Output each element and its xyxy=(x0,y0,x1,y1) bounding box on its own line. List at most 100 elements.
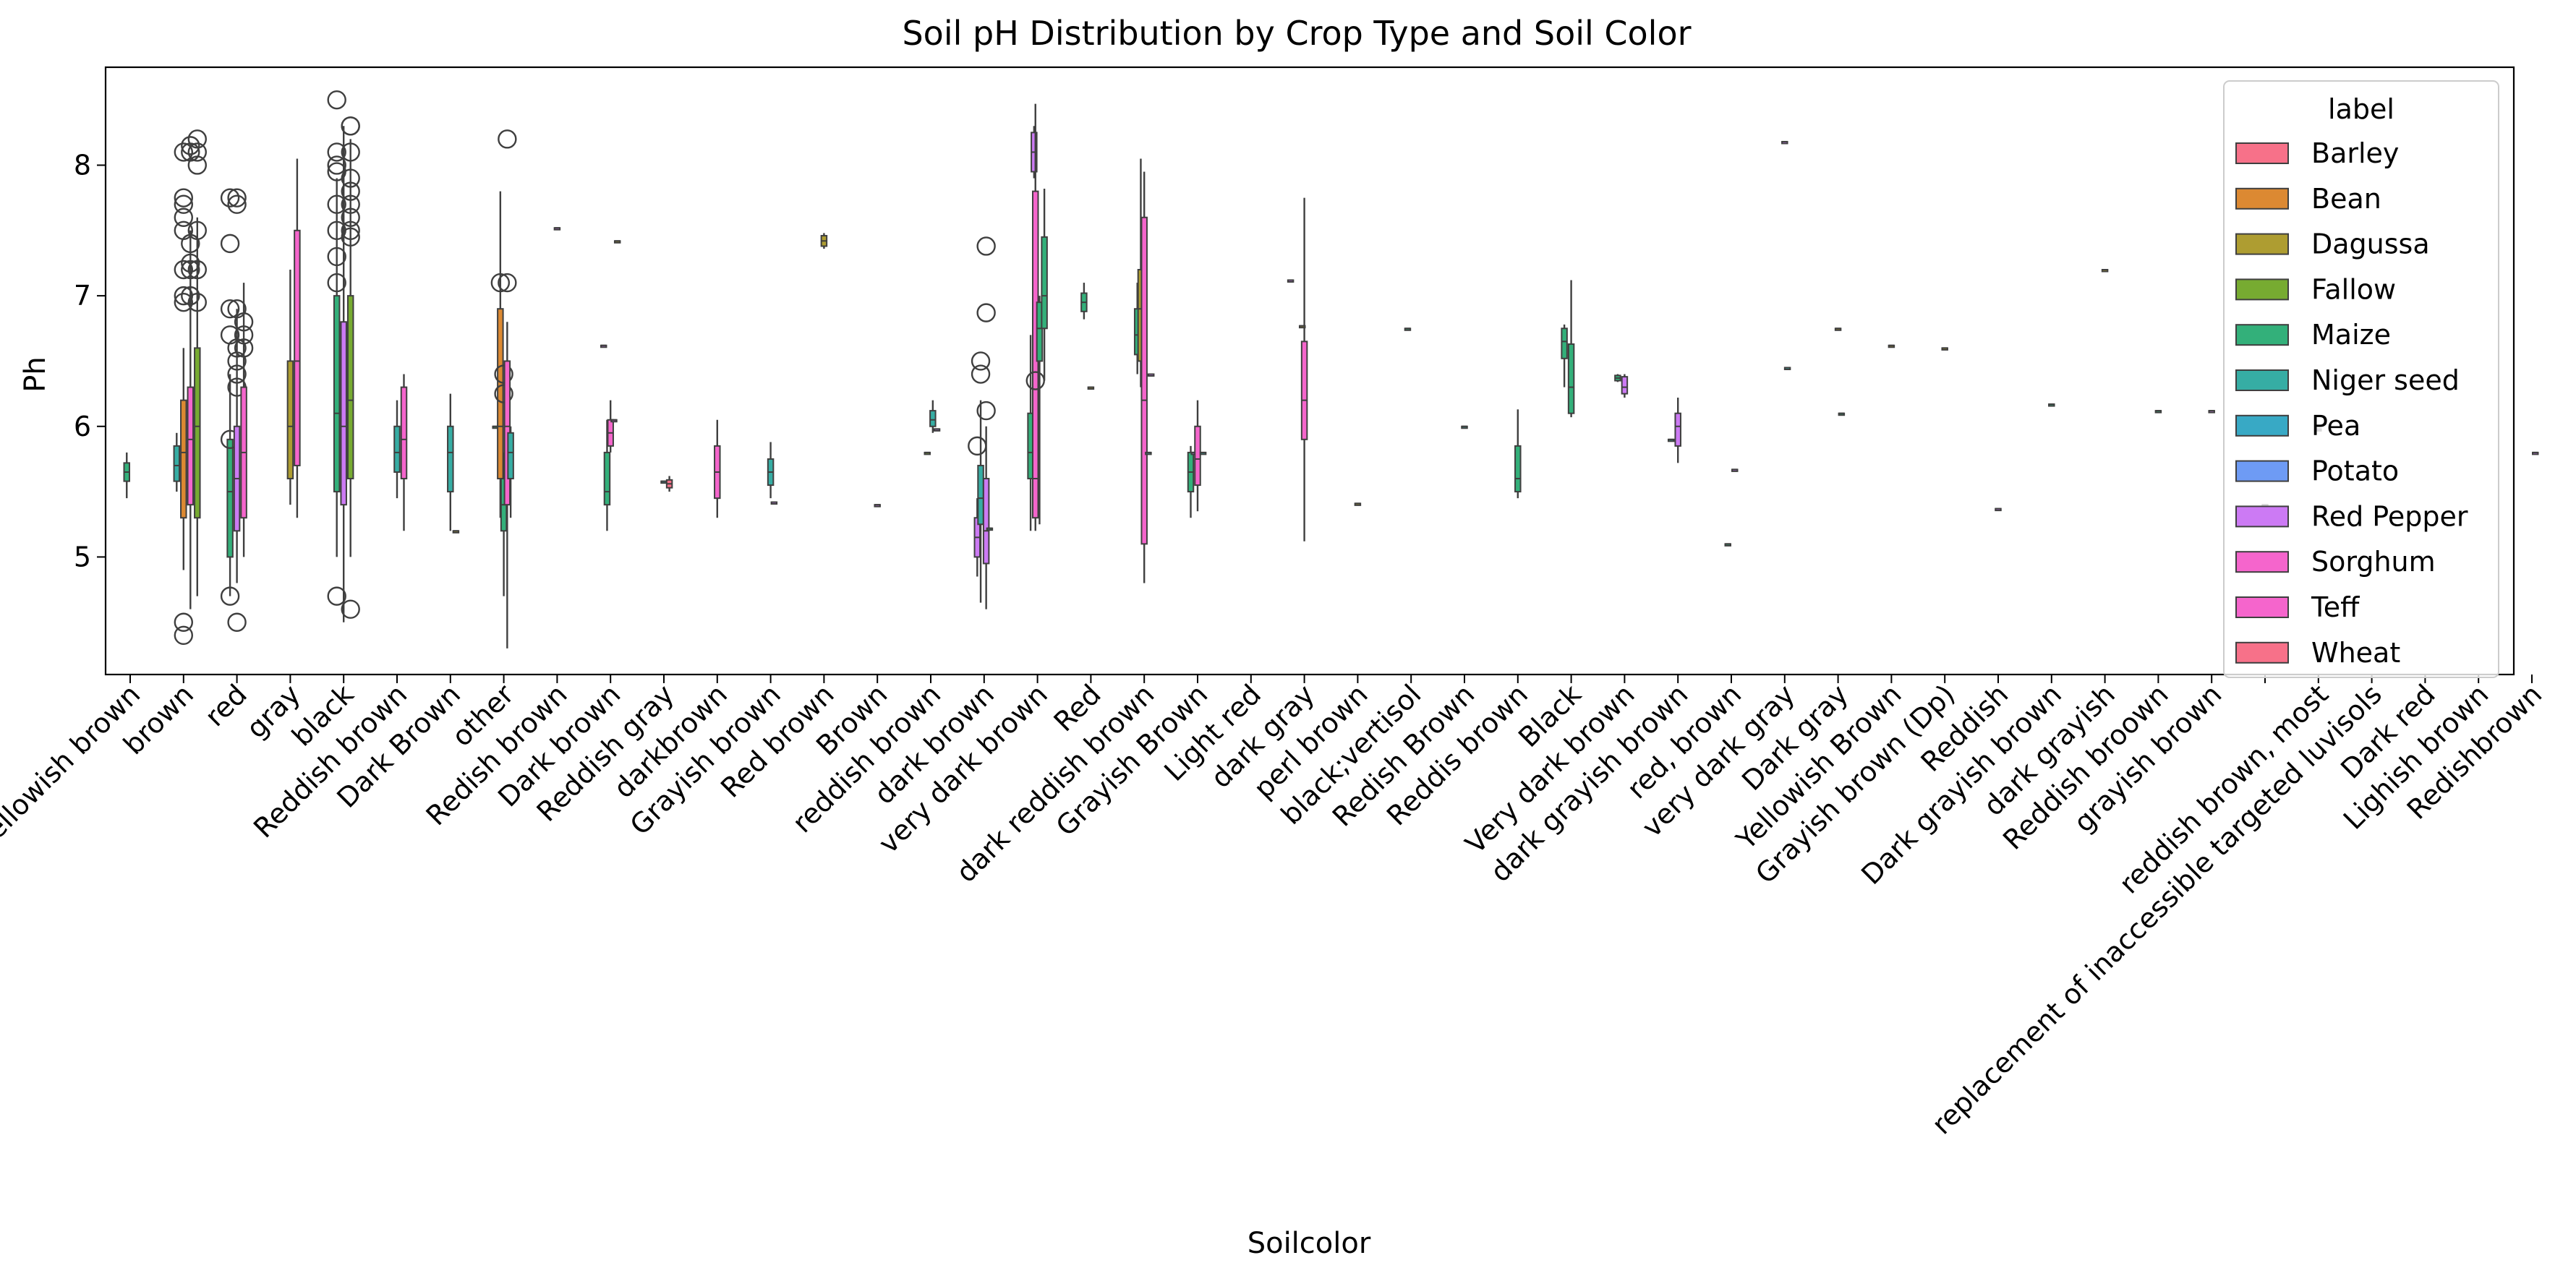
box-dark-brown xyxy=(610,419,618,423)
box-black xyxy=(341,116,360,619)
outlier-point xyxy=(341,599,360,619)
box-yellowish-brown xyxy=(1888,344,1895,348)
box-body xyxy=(400,386,408,480)
box-red xyxy=(1080,283,1088,320)
outlier-point xyxy=(227,612,247,632)
box-body xyxy=(180,399,187,519)
outlier-point xyxy=(227,194,247,214)
box-yellowish-brown xyxy=(123,452,130,499)
plot-frame xyxy=(104,66,2515,676)
outlier-point xyxy=(341,194,360,214)
box-body xyxy=(1561,327,1568,359)
outlier-point xyxy=(187,260,207,280)
box-dark-gray xyxy=(1838,412,1846,416)
outlier-point xyxy=(234,325,254,345)
box-dark-brown xyxy=(986,527,994,531)
box-body xyxy=(340,321,347,506)
outlier-point xyxy=(187,129,207,149)
legend-swatch xyxy=(2235,414,2289,437)
legend-swatch xyxy=(2235,596,2289,618)
box-dark-brown xyxy=(613,240,621,244)
outlier-point xyxy=(220,586,240,606)
box-grayish-brown-dp- xyxy=(1941,347,1948,351)
outlier-point xyxy=(187,155,207,175)
outlier-point xyxy=(971,351,991,371)
y-tick-label: 5 xyxy=(74,541,91,573)
outlier-point xyxy=(490,273,511,293)
box-dark-gray xyxy=(1299,325,1306,329)
box-body xyxy=(1140,216,1148,545)
y-axis-label: Ph xyxy=(19,356,52,392)
box-brown xyxy=(874,504,881,508)
box-very-dark-brown xyxy=(1614,374,1621,382)
box-dark-grayish-brown xyxy=(2048,403,2055,407)
outlier-point xyxy=(341,227,360,247)
box-reddish-brown xyxy=(393,400,401,499)
box-dark-brown xyxy=(452,530,460,534)
box-body xyxy=(286,360,294,480)
box-very-dark-brown xyxy=(1031,126,1038,179)
box-body xyxy=(447,425,454,493)
outlier-point xyxy=(976,236,996,256)
box-dark-gray xyxy=(1287,279,1295,283)
legend-swatch xyxy=(2235,233,2289,255)
box-reddish-brown xyxy=(933,428,941,432)
box-grayish-brown xyxy=(2208,410,2215,414)
box-gray xyxy=(286,270,294,505)
box-grayish-brown xyxy=(770,501,778,505)
legend-label: Potato xyxy=(2311,455,2399,487)
box-reddish-broown xyxy=(2154,410,2162,414)
outlier-point xyxy=(234,312,254,332)
legend-swatch xyxy=(2235,369,2289,391)
legend-label: Sorghum xyxy=(2311,546,2436,578)
box-dark-gray xyxy=(1834,327,1842,331)
box-black xyxy=(1567,280,1575,418)
x-axis: Yellowish brownbrownredgrayblackReddish … xyxy=(0,675,2548,1141)
box-dark-grayish-brown xyxy=(1667,438,1675,442)
box-body xyxy=(929,410,937,427)
outlier-point xyxy=(341,207,360,227)
box-reddis-brown xyxy=(1514,409,1522,499)
box-reddish-brown xyxy=(400,374,408,531)
box-reddish-brown xyxy=(924,451,931,455)
box-body xyxy=(333,295,341,493)
box-reddish-gray xyxy=(665,476,673,492)
box-dark-brown xyxy=(976,236,996,609)
legend-label: Maize xyxy=(2311,319,2391,351)
box-body xyxy=(187,386,195,506)
outlier-point xyxy=(327,273,346,293)
x-axis-label: Soilcolor xyxy=(1248,1227,1371,1260)
box-redish-brown xyxy=(553,227,561,231)
box-grayish-brown xyxy=(1187,445,1195,518)
legend-swatch xyxy=(2235,551,2289,573)
box-body xyxy=(226,438,234,558)
outlier-point xyxy=(174,207,194,227)
box-dark-grayish-brown xyxy=(1674,398,1681,463)
box-grayish-brown xyxy=(1199,451,1207,455)
box-brown xyxy=(187,129,207,596)
outlier-point xyxy=(976,401,996,421)
box-brown xyxy=(173,432,181,492)
outlier-point xyxy=(327,155,346,175)
legend-label: Bean xyxy=(2311,183,2381,215)
outlier-point xyxy=(187,220,207,241)
box-body xyxy=(1194,425,1201,487)
y-tick-label: 6 xyxy=(74,411,91,442)
box-body xyxy=(194,347,201,519)
outlier-point xyxy=(174,142,194,162)
box-brown xyxy=(174,142,194,646)
box-red-brown xyxy=(1731,468,1739,472)
box-very-dark-gray xyxy=(1783,367,1791,370)
box-body xyxy=(346,295,354,480)
outlier-point xyxy=(187,142,207,162)
box-reddish-gray xyxy=(660,480,668,484)
outlier-point xyxy=(971,364,991,384)
legend-swatch xyxy=(2235,505,2289,528)
box-reddish xyxy=(1995,508,2002,512)
legend-label: Dagussa xyxy=(2311,228,2430,260)
outlier-point xyxy=(327,194,346,214)
legend-swatch xyxy=(2235,187,2289,210)
legend: label Barley Bean Dagussa Fallow Maize Niger … xyxy=(2223,80,2499,678)
box-dark-reddish-brown xyxy=(1147,373,1155,377)
legend-frame xyxy=(2223,80,2499,678)
